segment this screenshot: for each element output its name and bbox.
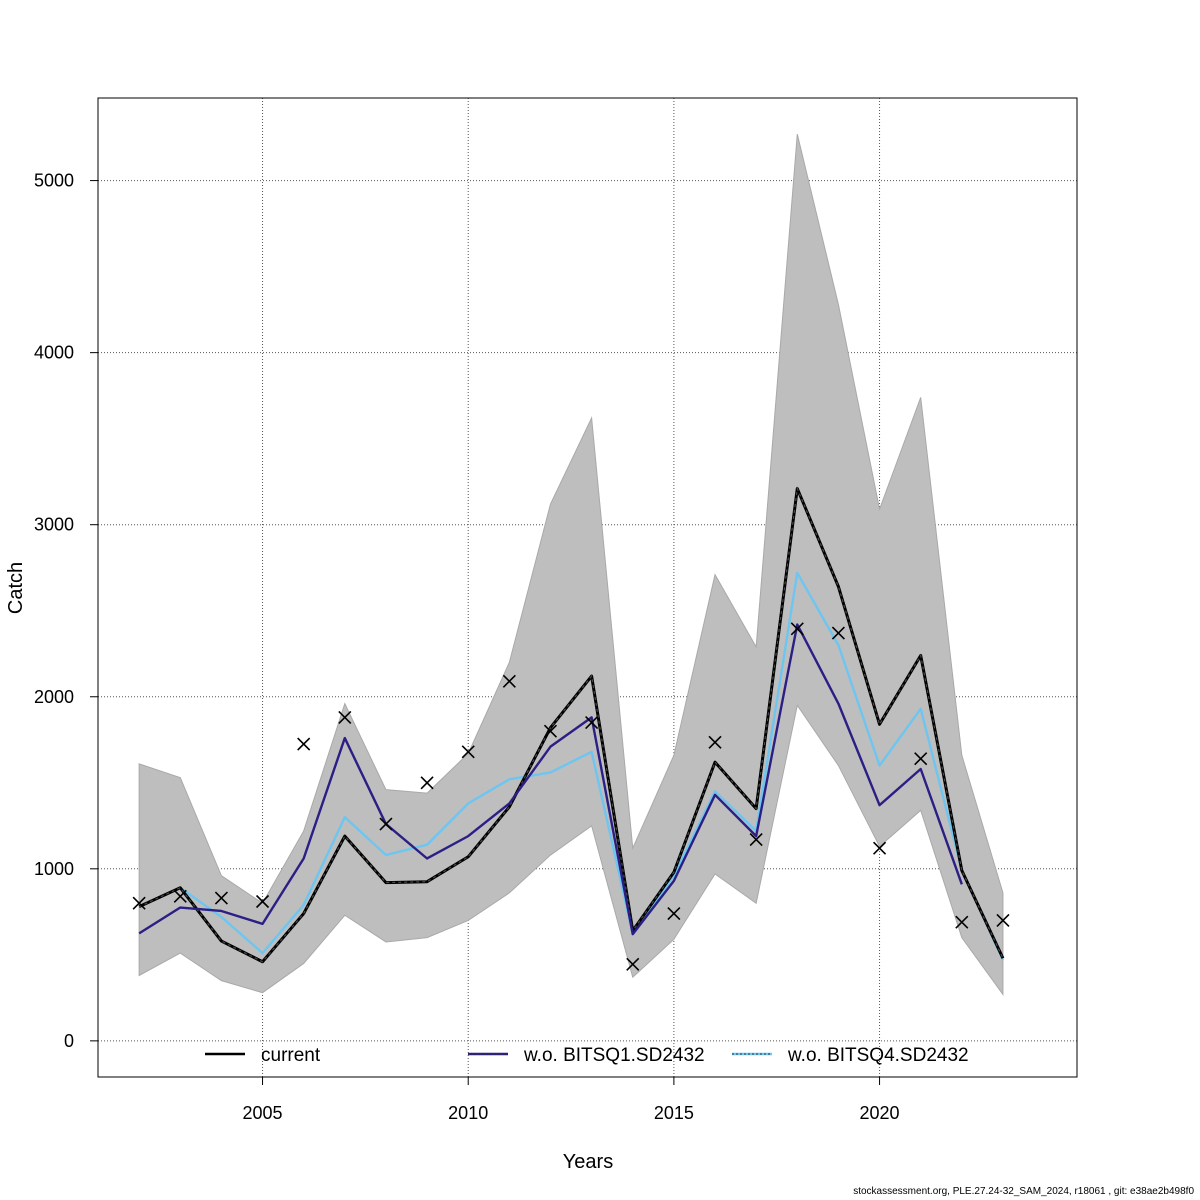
observation-point xyxy=(420,776,434,790)
legend-item: w.o. BITSQ4.SD2432 xyxy=(732,1045,969,1066)
footer-credit: stockassessment.org, PLE.27.24-32_SAM_20… xyxy=(853,1186,1194,1197)
observation-mark xyxy=(132,896,146,910)
observation-point xyxy=(914,752,928,766)
y-tick-label: 2000 xyxy=(34,687,74,707)
y-tick-label: 5000 xyxy=(34,171,74,191)
legend-item: w.o. BITSQ1.SD2432 xyxy=(468,1045,705,1066)
series-line-current xyxy=(138,487,1005,964)
y-tick-label: 0 xyxy=(64,1031,74,1051)
observation-mark xyxy=(872,841,887,855)
observation-mark xyxy=(667,906,681,921)
observation-point xyxy=(214,891,228,905)
observation-mark xyxy=(255,894,270,909)
x-axis-title: Years xyxy=(563,1151,613,1173)
plot-frame xyxy=(97,97,1078,1078)
y-tick-label: 3000 xyxy=(34,515,74,535)
series-line-w-o-bitsq4-sd2432 xyxy=(138,571,1005,961)
x-axis: 2005 2010 2015 2020 xyxy=(243,1077,900,1123)
observation-point xyxy=(338,710,352,724)
observation-mark xyxy=(708,735,722,749)
observation-point xyxy=(996,913,1010,927)
series-line-w-o-bitsq1-sd2432 xyxy=(138,623,963,936)
observation-mark xyxy=(790,622,804,636)
observation-point xyxy=(543,724,558,738)
observation-point xyxy=(502,674,516,688)
legend: current w.o. BITSQ1.SD2432 w.o. BITSQ4.SD2… xyxy=(205,1045,969,1066)
observation-point xyxy=(132,896,146,910)
x-tick-label: 2010 xyxy=(448,1103,488,1123)
observation-point xyxy=(955,915,969,929)
observation-point xyxy=(708,735,722,749)
observations-layer xyxy=(132,622,1010,971)
ci-band-layer xyxy=(138,134,1004,996)
observation-mark xyxy=(338,710,352,724)
observation-point xyxy=(173,889,187,903)
observation-mark xyxy=(543,724,558,738)
observation-mark xyxy=(996,913,1010,927)
observation-point xyxy=(790,622,804,636)
x-tick-label: 2020 xyxy=(860,1103,900,1123)
observation-point xyxy=(831,626,845,640)
y-axis-title: Catch xyxy=(5,562,27,614)
observation-mark xyxy=(626,957,640,971)
observation-mark xyxy=(461,745,475,759)
observation-point xyxy=(255,894,270,909)
observation-point xyxy=(749,832,763,847)
legend-label: current xyxy=(261,1045,321,1066)
observation-point xyxy=(461,745,475,759)
observation-mark xyxy=(420,776,434,790)
observation-mark xyxy=(214,891,228,905)
observation-mark xyxy=(585,715,599,730)
observation-point xyxy=(872,841,887,855)
observation-mark xyxy=(379,817,393,831)
y-tick-label: 1000 xyxy=(34,859,74,879)
observation-point xyxy=(667,906,681,921)
observation-point xyxy=(297,737,311,751)
observation-mark xyxy=(502,674,516,688)
y-tick-label: 4000 xyxy=(34,343,74,363)
observation-point xyxy=(379,817,393,831)
observation-mark xyxy=(955,915,969,929)
observation-mark xyxy=(749,832,763,847)
series-layer xyxy=(138,486,1005,964)
observation-mark xyxy=(831,626,845,640)
legend-label: w.o. BITSQ4.SD2432 xyxy=(787,1045,969,1066)
x-tick-label: 2015 xyxy=(654,1103,694,1123)
legend-item: current xyxy=(205,1045,321,1066)
legend-label: w.o. BITSQ1.SD2432 xyxy=(523,1045,705,1066)
observation-mark xyxy=(173,889,187,903)
observation-point xyxy=(626,957,640,971)
observation-point xyxy=(585,715,599,730)
ci-band xyxy=(138,134,1004,996)
x-tick-label: 2005 xyxy=(243,1103,283,1123)
observation-mark xyxy=(297,737,311,751)
observation-mark xyxy=(914,752,928,766)
y-axis: 0 1000 2000 3000 4000 5000 xyxy=(34,171,98,1051)
